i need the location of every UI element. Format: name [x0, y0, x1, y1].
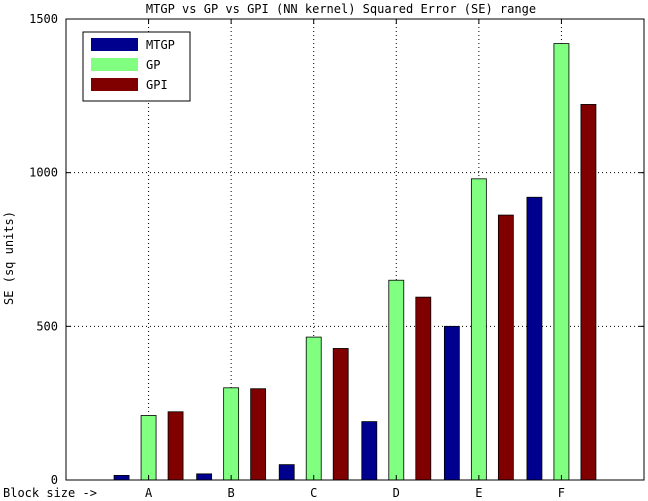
legend-swatch-gp — [91, 58, 138, 71]
legend-label-gpi: GPI — [146, 78, 168, 92]
bar-mtgp-b — [196, 473, 213, 481]
x-tick-label: B — [228, 486, 235, 500]
legend: MTGP GP GPI — [82, 31, 191, 102]
y-tick-label: 500 — [36, 319, 58, 333]
y-tick-label: 1000 — [29, 166, 58, 180]
bar-gp-c — [305, 336, 322, 481]
bar-mtgp-a — [113, 474, 130, 481]
bar-gp-d — [388, 279, 405, 481]
x-prefix-label: Block size -> — [3, 486, 97, 500]
bar-gp-a — [140, 415, 157, 481]
bar-mtgp-c — [278, 464, 295, 481]
x-tick-label: A — [145, 486, 153, 500]
y-tick-label: 1500 — [29, 12, 58, 26]
y-tick-label: 0 — [51, 473, 58, 487]
bar-gp-b — [223, 387, 240, 481]
legend-swatch-gpi — [91, 78, 138, 91]
axis-ticks: 0 500 1000 1500 A B C D E F — [29, 12, 644, 500]
bar-gpi-b — [250, 388, 267, 481]
bar-gpi-c — [332, 348, 349, 481]
bars — [113, 43, 597, 481]
bar-gpi-e — [497, 214, 514, 481]
y-axis-label: SE (sq units) — [2, 211, 16, 305]
bar-mtgp-e — [443, 325, 460, 481]
bar-mtgp-d — [361, 421, 378, 481]
plot-frame — [65, 18, 645, 481]
legend-label-mtgp: MTGP — [146, 38, 175, 52]
bar-gpi-f — [580, 104, 597, 481]
legend-swatch-mtgp — [91, 38, 138, 51]
bar-gpi-d — [415, 296, 432, 481]
chart-title: MTGP vs GP vs GPI (NN kernel) Squared Er… — [146, 2, 536, 16]
x-tick-label: F — [558, 486, 565, 500]
bar-mtgp-f — [526, 196, 543, 481]
legend-label-gp: GP — [146, 58, 160, 72]
x-tick-label: E — [475, 486, 482, 500]
x-tick-label: D — [393, 486, 400, 500]
bar-gpi-a — [167, 411, 184, 481]
x-tick-label: C — [310, 486, 317, 500]
bar-gp-e — [470, 178, 487, 481]
bar-gp-f — [553, 43, 570, 481]
